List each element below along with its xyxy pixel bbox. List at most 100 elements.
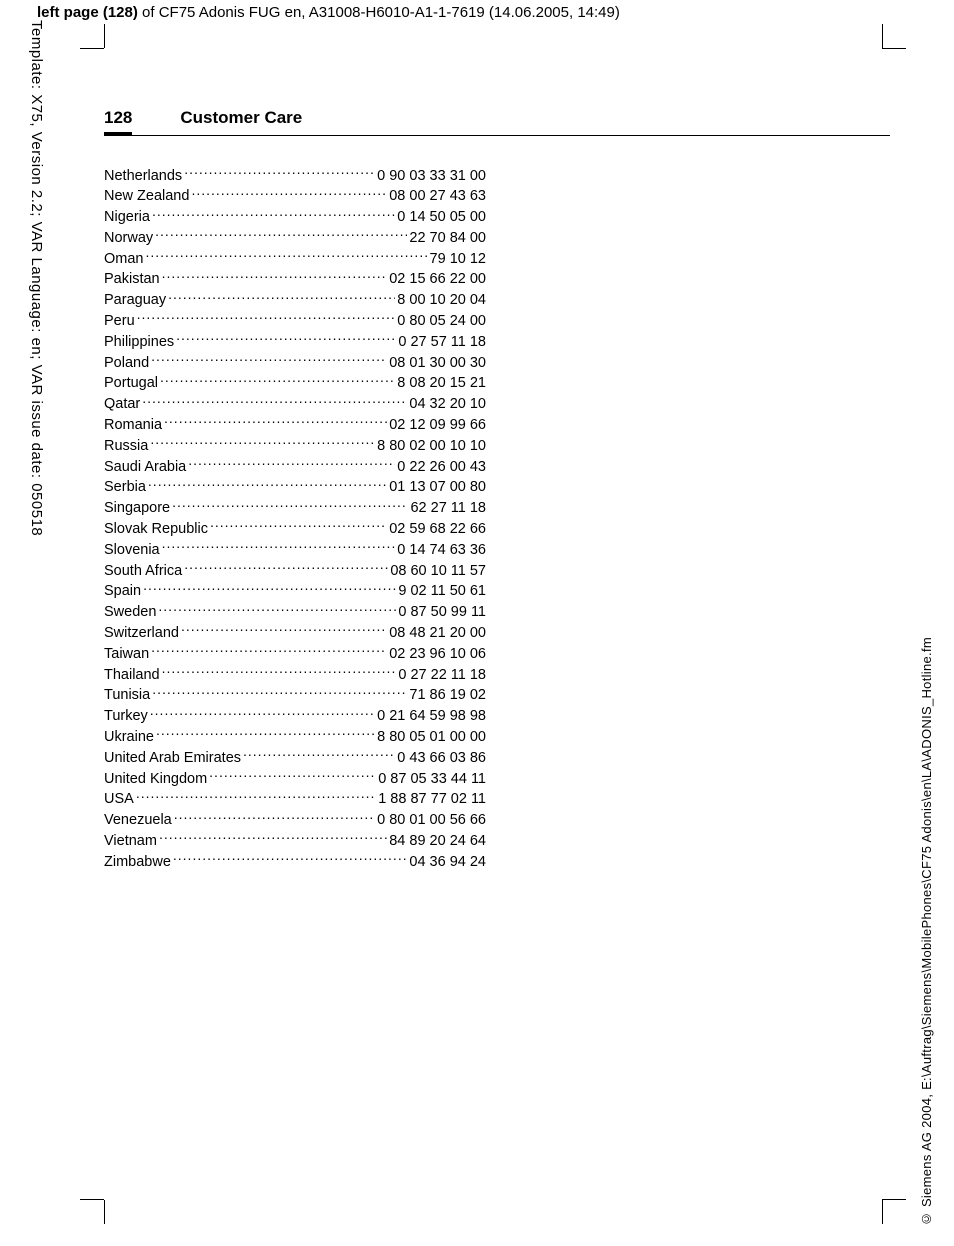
leader-dots xyxy=(162,664,397,679)
hotline-entry: Thailand 0 27 22 11 18 xyxy=(104,664,486,685)
hotline-entry: Pakistan 02 15 66 22 00 xyxy=(104,269,486,290)
leader-dots xyxy=(164,415,387,430)
hotline-entry: Norway 22 70 84 00 xyxy=(104,227,486,248)
leader-dots xyxy=(151,352,387,367)
leader-dots xyxy=(210,519,387,534)
country-name: Pakistan xyxy=(104,269,160,289)
page-header-line: 128 Customer Care xyxy=(104,108,890,136)
country-name: Russia xyxy=(104,436,148,456)
country-name: Philippines xyxy=(104,332,174,352)
country-name: Sweden xyxy=(104,602,156,622)
country-name: Peru xyxy=(104,311,135,331)
country-name: Poland xyxy=(104,353,149,373)
phone-number: 79 10 12 xyxy=(430,249,486,269)
hotline-entry: Singapore 62 27 11 18 xyxy=(104,498,486,519)
hotline-entry: Switzerland08 48 21 20 00 xyxy=(104,623,486,644)
phone-number: 8 80 02 00 10 10 xyxy=(377,436,486,456)
right-sidebar-text: © Siemens AG 2004, E:\Auftrag\Siemens\Mo… xyxy=(919,637,934,1226)
leader-dots xyxy=(152,685,407,700)
hotline-entry: Serbia 01 13 07 00 80 xyxy=(104,477,486,498)
hotline-entry: Spain 9 02 11 50 61 xyxy=(104,581,486,602)
phone-number: 22 70 84 00 xyxy=(409,228,486,248)
country-name: United Kingdom xyxy=(104,769,207,789)
phone-number: 0 27 22 11 18 xyxy=(398,665,486,685)
hotline-entry: Qatar04 32 20 10 xyxy=(104,394,486,415)
country-name: Tunisia xyxy=(104,685,150,705)
country-name: Oman xyxy=(104,249,144,269)
page-header: 128 Customer Care xyxy=(104,108,890,136)
hotline-entry: USA1 88 87 77 02 11 xyxy=(104,789,486,810)
hotline-entry: United Kingdom 0 87 05 33 44 11 xyxy=(104,768,486,789)
phone-number: 04 32 20 10 xyxy=(409,394,486,414)
country-name: Paraguay xyxy=(104,290,166,310)
phone-number: 0 87 05 33 44 11 xyxy=(378,769,486,789)
hotline-list: Netherlands 0 90 03 33 31 00New Zealand08… xyxy=(104,165,486,872)
hotline-entry: Venezuela0 80 01 00 56 66 xyxy=(104,810,486,831)
hotline-entry: Turkey0 21 64 59 98 98 xyxy=(104,706,486,727)
hotline-entry: Sweden0 87 50 99 11 xyxy=(104,602,486,623)
leader-dots xyxy=(188,456,395,471)
leader-dots xyxy=(155,227,407,242)
hotline-entry: Tunisia71 86 19 02 xyxy=(104,685,486,706)
top-header: left page (128) of CF75 Adonis FUG en, A… xyxy=(37,4,620,21)
phone-number: 01 13 07 00 80 xyxy=(389,477,486,497)
crop-mark-icon xyxy=(72,1184,104,1216)
country-name: Slovenia xyxy=(104,540,160,560)
phone-number: 02 15 66 22 00 xyxy=(389,269,486,289)
phone-number: 0 21 64 59 98 98 xyxy=(377,706,486,726)
leader-dots xyxy=(146,248,428,263)
leader-dots xyxy=(162,269,388,284)
phone-number: 8 00 10 20 04 xyxy=(397,290,486,310)
hotline-entry: Ukraine8 80 05 01 00 00 xyxy=(104,727,486,748)
phone-number: 02 23 96 10 06 xyxy=(389,644,486,664)
hotline-entry: Paraguay 8 00 10 20 04 xyxy=(104,290,486,311)
phone-number: 9 02 11 50 61 xyxy=(398,581,486,601)
country-name: Singapore xyxy=(104,498,170,518)
hotline-entry: Saudi Arabia0 22 26 00 43 xyxy=(104,456,486,477)
leader-dots xyxy=(184,165,375,180)
hotline-entry: Nigeria0 14 50 05 00 xyxy=(104,207,486,228)
page-number: 128 xyxy=(104,108,132,136)
leader-dots xyxy=(152,207,395,222)
phone-number: 84 89 20 24 64 xyxy=(389,831,486,851)
leader-dots xyxy=(191,186,387,201)
phone-number: 62 27 11 18 xyxy=(410,498,486,518)
leader-dots xyxy=(142,394,407,409)
phone-number: 8 08 20 15 21 xyxy=(397,373,486,393)
phone-number: 0 22 26 00 43 xyxy=(397,457,486,477)
phone-number: 02 59 68 22 66 xyxy=(389,519,486,539)
country-name: Netherlands xyxy=(104,166,182,186)
crop-mark-icon xyxy=(882,1184,914,1216)
leader-dots xyxy=(209,768,376,783)
hotline-entry: South Africa 08 60 10 11 57 xyxy=(104,560,486,581)
hotline-entry: Slovak Republic02 59 68 22 66 xyxy=(104,519,486,540)
leader-dots xyxy=(158,602,396,617)
hotline-entry: New Zealand08 00 27 43 63 xyxy=(104,186,486,207)
country-name: Norway xyxy=(104,228,153,248)
phone-number: 8 80 05 01 00 00 xyxy=(377,727,486,747)
country-name: Switzerland xyxy=(104,623,179,643)
leader-dots xyxy=(143,581,396,596)
leader-dots xyxy=(159,831,387,846)
leader-dots xyxy=(150,706,375,721)
phone-number: 02 12 09 99 66 xyxy=(389,415,486,435)
country-name: South Africa xyxy=(104,561,182,581)
hotline-entry: Russia 8 80 02 00 10 10 xyxy=(104,435,486,456)
phone-number: 08 01 30 00 30 xyxy=(389,353,486,373)
country-name: Serbia xyxy=(104,477,146,497)
hotline-entry: Peru0 80 05 24 00 xyxy=(104,311,486,332)
section-title: Customer Care xyxy=(180,108,302,128)
country-name: Spain xyxy=(104,581,141,601)
phone-number: 08 60 10 11 57 xyxy=(390,561,486,581)
top-header-prefix: left page (128) xyxy=(37,4,138,21)
country-name: Romania xyxy=(104,415,162,435)
leader-dots xyxy=(136,789,376,804)
leader-dots xyxy=(243,747,395,762)
crop-mark-icon xyxy=(882,32,914,64)
hotline-entry: Portugal8 08 20 15 21 xyxy=(104,373,486,394)
country-name: Vietnam xyxy=(104,831,157,851)
phone-number: 0 90 03 33 31 00 xyxy=(377,166,486,186)
leader-dots xyxy=(150,435,375,450)
country-name: Thailand xyxy=(104,665,160,685)
leader-dots xyxy=(156,727,375,742)
